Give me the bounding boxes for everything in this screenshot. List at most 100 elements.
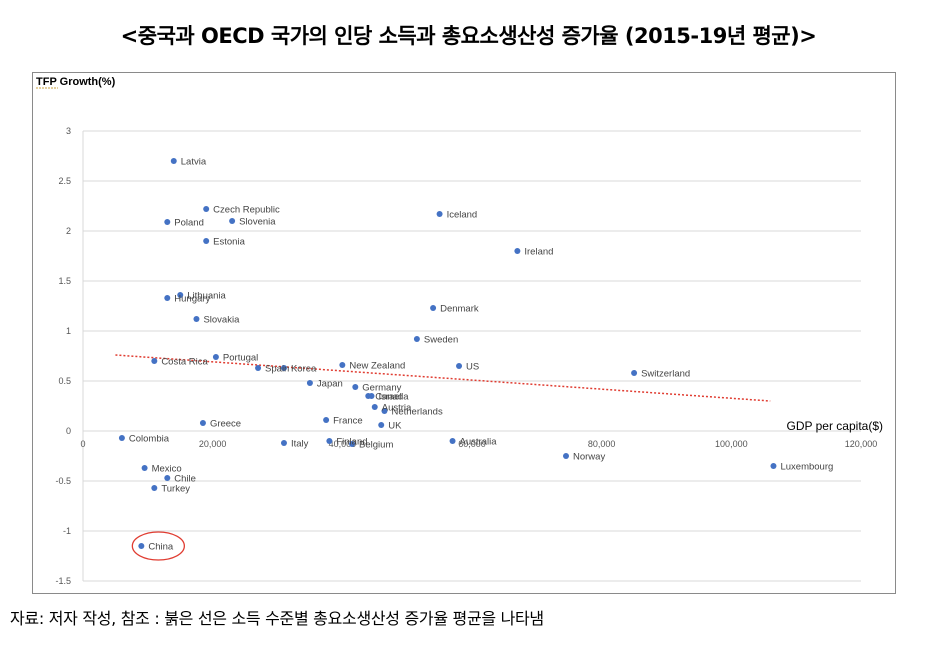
y-tick-label: 0	[66, 426, 71, 436]
page-title: <중국과 OECD 국가의 인당 소득과 총요소생산성 증가율 (2015-19…	[120, 24, 817, 48]
data-point	[563, 453, 570, 459]
data-point	[199, 420, 206, 426]
data-point	[164, 475, 171, 481]
data-point	[381, 408, 388, 414]
data-point	[378, 422, 385, 428]
data-point-label: Germany	[362, 383, 401, 394]
data-point-label: Netherlands	[391, 407, 442, 418]
data-point-label: Portugal	[223, 353, 258, 364]
data-point	[371, 404, 378, 410]
data-point	[770, 463, 777, 469]
data-point-label: Estonia	[213, 237, 245, 248]
data-point-label: Greece	[210, 419, 241, 430]
trend-layer	[115, 354, 771, 402]
data-point-label: Mexico	[152, 464, 182, 475]
trend-line	[115, 354, 771, 402]
data-point	[436, 211, 443, 217]
data-point	[352, 384, 359, 390]
data-point	[141, 465, 148, 471]
y-tick-label: 1.5	[58, 276, 71, 286]
x-tick-label: 120,000	[845, 439, 878, 449]
data-point-label: Chile	[174, 474, 196, 485]
data-point	[193, 316, 200, 322]
data-point-label: Switzerland	[641, 369, 690, 380]
data-point-label: Ireland	[524, 247, 553, 258]
data-point	[255, 365, 262, 371]
data-point-label: Belgium	[359, 440, 393, 451]
data-point	[170, 158, 177, 164]
data-point-label: Slovakia	[203, 315, 240, 326]
data-point-label: Turkey	[161, 484, 190, 495]
y-tick-label: 3	[66, 126, 71, 136]
data-point	[323, 417, 330, 423]
data-point	[326, 438, 333, 444]
data-point-label: Sweden	[424, 335, 458, 346]
label-layer: Latvia Czech Republic Poland Slovenia Estoni…	[129, 157, 833, 561]
chart-frame: -1.5 -1 -0.5 0 0.5 1 1.5 2 2.5 3 0 20,000 40,000 60,0…	[32, 72, 896, 594]
y-tick-label: -0.5	[55, 476, 71, 486]
data-point-label: China	[148, 542, 174, 553]
data-point-label: Luxembourg	[780, 462, 833, 473]
source-note: 자료: 저자 작성, 참조 : 붉은 선은 소득 수준별 총요소생산성 증가율 …	[10, 609, 544, 628]
data-point-label: Austria	[382, 403, 412, 414]
grid-layer	[82, 130, 861, 582]
y-tick-label: 2	[66, 226, 71, 236]
data-point	[229, 218, 236, 224]
data-point-label: Japan	[317, 379, 343, 390]
data-point-label: New Zealand	[349, 361, 405, 372]
data-point-label: Czech Republic	[213, 205, 280, 216]
x-axis-title: GDP per capita($)	[787, 419, 884, 433]
y-tick-label: 1	[66, 326, 71, 336]
data-point-label: UK	[388, 421, 402, 432]
x-tick-label: 60,000	[458, 439, 486, 449]
data-point-label: Costa Rica	[161, 357, 208, 368]
x-tick-label: 0	[80, 439, 85, 449]
data-point	[280, 440, 287, 446]
data-point	[203, 206, 210, 212]
data-point	[514, 248, 521, 254]
data-point	[203, 238, 210, 244]
y-tick-label: -1.5	[55, 576, 71, 586]
y-tick-label: 2.5	[58, 176, 71, 186]
x-tick-label: 80,000	[588, 439, 616, 449]
data-point-label: Australia	[460, 437, 498, 448]
data-point	[306, 380, 313, 386]
data-point-label: Israel	[379, 392, 402, 403]
data-point	[212, 354, 219, 360]
y-tick-label: 0.5	[58, 376, 71, 386]
tick-layer: -1.5 -1 -0.5 0 0.5 1 1.5 2 2.5 3 0 20,000 40,000 60,0…	[55, 126, 877, 586]
data-point-label: Colombia	[129, 434, 170, 445]
data-point	[138, 543, 145, 549]
data-point	[430, 305, 437, 311]
data-point	[151, 358, 158, 364]
data-point-label: Korea	[291, 364, 317, 375]
data-point	[177, 292, 184, 298]
data-point	[456, 363, 463, 369]
data-point-label: Latvia	[181, 157, 207, 168]
data-point-label: Spain	[265, 364, 289, 375]
highlight-circle	[131, 531, 185, 561]
data-point-label: Finland	[336, 437, 367, 448]
y-axis-title: TFP Growth(%)	[36, 76, 116, 88]
point-layer	[118, 158, 777, 549]
x-tick-label: 100,000	[715, 439, 748, 449]
data-point	[164, 219, 171, 225]
data-point-label: Lithuania	[187, 291, 226, 302]
data-point	[280, 365, 287, 371]
x-tick-label: 40,000	[329, 439, 357, 449]
data-point	[339, 362, 346, 368]
data-point-label: Poland	[174, 218, 204, 229]
data-point	[631, 370, 638, 376]
data-point	[164, 295, 171, 301]
data-point-label: US	[466, 362, 479, 373]
data-point-label: Italy	[291, 439, 309, 450]
data-point	[349, 441, 356, 447]
x-tick-label: 20,000	[199, 439, 227, 449]
data-point	[413, 336, 420, 342]
data-point-label: Norway	[573, 452, 605, 463]
scatter-chart: -1.5 -1 -0.5 0 0.5 1 1.5 2 2.5 3 0 20,000 40,000 60,0…	[36, 76, 884, 586]
data-point-label: Canada	[375, 392, 409, 403]
y-tick-label: -1	[63, 526, 71, 536]
data-point-label: Denmark	[440, 304, 479, 315]
data-point	[118, 435, 125, 441]
